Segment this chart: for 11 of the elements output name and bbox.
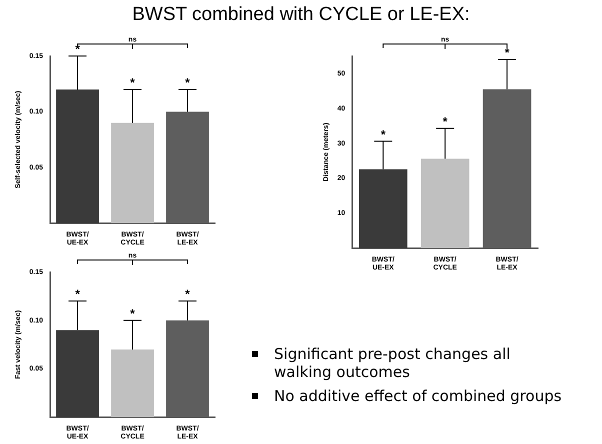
annotation: * [75,287,80,302]
annotation: * [130,306,136,320]
text: BWST combined with CYCLE or LE-EX: [131,4,471,26]
annotation: * [380,127,386,142]
text: No additive effect of combined groups [274,387,562,405]
annotation: * [442,114,448,128]
annotation: * [185,287,190,302]
annotation: * [504,45,510,60]
annotation: * [185,75,190,90]
text: Significant pre-post changes all walking outcomes [274,345,510,381]
annotation: * [130,75,136,90]
